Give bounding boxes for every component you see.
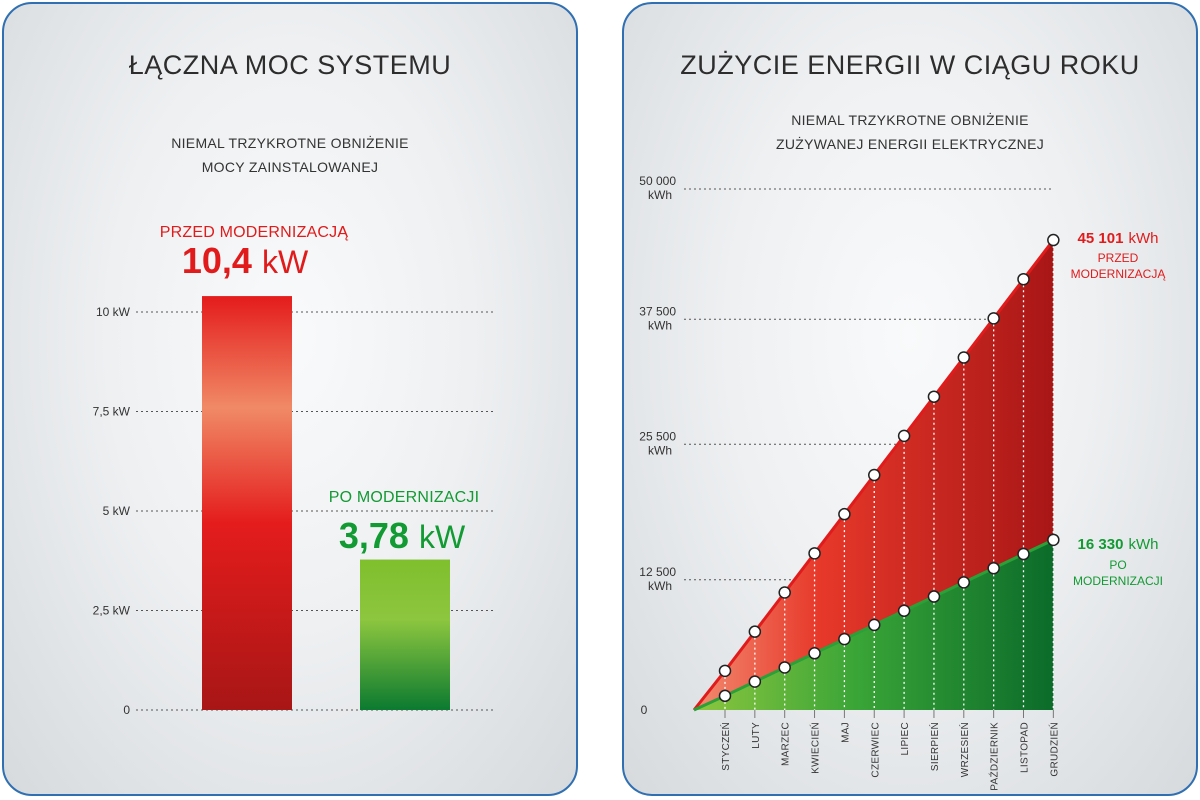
- energy-subtitle-line2: ZUŻYWANEJ ENERGII ELEKTRYCZNEJ: [775, 136, 1045, 152]
- point-before: [957, 351, 971, 364]
- month-label: STYCZEŃ: [719, 722, 732, 771]
- after-unit: kW: [419, 519, 466, 555]
- point-after: [957, 576, 971, 589]
- before-label: PRZED MODERNIZACJĄ: [160, 224, 349, 241]
- bar-before: [202, 296, 292, 710]
- point-after: [927, 590, 941, 603]
- energy-y-tick-label: 25 500: [639, 429, 676, 443]
- energy-subtitle-line1: NIEMAL TRZYKROTNE OBNIŻENIE: [791, 112, 1029, 128]
- after-end-value: 16 330: [1078, 536, 1124, 553]
- energy-y-tick-label: 37 500: [639, 304, 676, 318]
- before-end-label1: PRZED: [1098, 251, 1139, 265]
- month-label: WRZESIEŃ: [958, 722, 971, 777]
- point-after: [1047, 533, 1060, 547]
- power-panel-title: ŁĄCZNA MOC SYSTEMU: [128, 50, 452, 80]
- point-before: [1017, 272, 1030, 286]
- point-before: [838, 507, 851, 521]
- area-after: [694, 539, 1054, 710]
- after-end-unit: kWh: [1128, 536, 1158, 553]
- power-y-tick-label: 5 kW: [103, 504, 131, 518]
- point-before: [1047, 233, 1060, 247]
- before-end-value-callout: 45 101 kWh: [1078, 230, 1159, 247]
- energy-y-tick-label: 12 500: [639, 565, 676, 579]
- power-y-tick-label: 2,5 kW: [93, 604, 131, 618]
- point-before: [897, 429, 911, 443]
- before-end-value: 45 101: [1078, 230, 1124, 247]
- after-value-callout: 3,78 kW: [339, 515, 466, 556]
- power-subtitle-line1: NIEMAL TRZYKROTNE OBNIŻENIE: [171, 135, 409, 151]
- point-before: [718, 664, 732, 678]
- area-before: [694, 240, 1054, 710]
- point-after: [1017, 547, 1030, 561]
- month-label: GRUDZIEŃ: [1047, 722, 1060, 777]
- point-after: [778, 661, 791, 674]
- power-bar-chart: 0 2,5 kW 5 kW 7,5 kW 10 kW PRZED MODERNIZACJ…: [93, 224, 496, 717]
- point-before: [987, 312, 1000, 325]
- month-label: MARZEC: [781, 722, 792, 766]
- before-value-callout: 10,4 kW: [182, 240, 309, 281]
- month-label: MAJ: [840, 722, 851, 743]
- point-after: [718, 689, 732, 703]
- power-panel: ŁĄCZNA MOC SYSTEMU NIEMAL TRZYKROTNE OBN…: [2, 2, 578, 796]
- after-end-label2: MODERNIZACJI: [1073, 574, 1163, 588]
- after-end-value-callout: 16 330 kWh: [1078, 536, 1159, 553]
- energy-panel-title: ZUŻYCIE ENERGII W CIĄGU ROKU: [680, 50, 1140, 80]
- energy-y-tick-unit: kWh: [648, 188, 672, 202]
- energy-y-tick-label: 0: [641, 703, 648, 717]
- bar-after: [360, 559, 450, 710]
- point-before: [748, 625, 762, 638]
- power-y-tick-label: 7,5 kW: [93, 405, 131, 419]
- energy-panel: ZUŻYCIE ENERGII W CIĄGU ROKU NIEMAL TRZY…: [622, 2, 1198, 796]
- month-label: LISTOPAD: [1020, 722, 1031, 773]
- point-before: [778, 586, 791, 599]
- point-after: [808, 647, 821, 660]
- energy-y-tick-unit: kWh: [648, 579, 672, 593]
- energy-panel-subtitle: NIEMAL TRZYKROTNE OBNIŻENIE ZUŻYWANEJ EN…: [624, 108, 1196, 156]
- before-value: 10,4: [182, 240, 252, 281]
- point-after: [748, 675, 762, 688]
- month-label: LUTY: [751, 722, 762, 749]
- point-before: [808, 547, 821, 560]
- before-unit: kW: [262, 244, 309, 280]
- before-end-unit: kWh: [1128, 230, 1158, 247]
- energy-y-tick-label: 50 000: [639, 174, 676, 188]
- point-after: [868, 618, 881, 632]
- after-label: PO MODERNIZACJI: [329, 489, 480, 506]
- energy-y-tick-unit: kWh: [648, 443, 672, 457]
- point-before: [927, 390, 941, 403]
- month-label: KWIECIEŃ: [809, 722, 822, 774]
- power-subtitle-line2: MOCY ZAINSTALOWANEJ: [201, 159, 379, 175]
- power-y-tick-label: 0: [123, 703, 130, 717]
- month-label: LIPIEC: [900, 722, 911, 755]
- month-label: PAŹDZIERNIK: [988, 722, 1001, 791]
- energy-y-tick-unit: kWh: [648, 318, 672, 332]
- after-value: 3,78: [339, 515, 409, 556]
- point-before: [868, 468, 881, 482]
- after-end-label1: PO: [1109, 558, 1126, 572]
- power-panel-subtitle: NIEMAL TRZYKROTNE OBNIŻENIE MOCY ZAINSTA…: [4, 131, 576, 179]
- power-y-tick-label: 10 kW: [96, 305, 131, 319]
- point-after: [987, 561, 1000, 575]
- point-after: [897, 604, 911, 617]
- month-label: CZERWIEC: [870, 722, 881, 778]
- point-after: [838, 632, 851, 646]
- before-end-label2: MODERNIZACJĄ: [1071, 267, 1167, 281]
- month-label: SIERPIEŃ: [928, 722, 941, 771]
